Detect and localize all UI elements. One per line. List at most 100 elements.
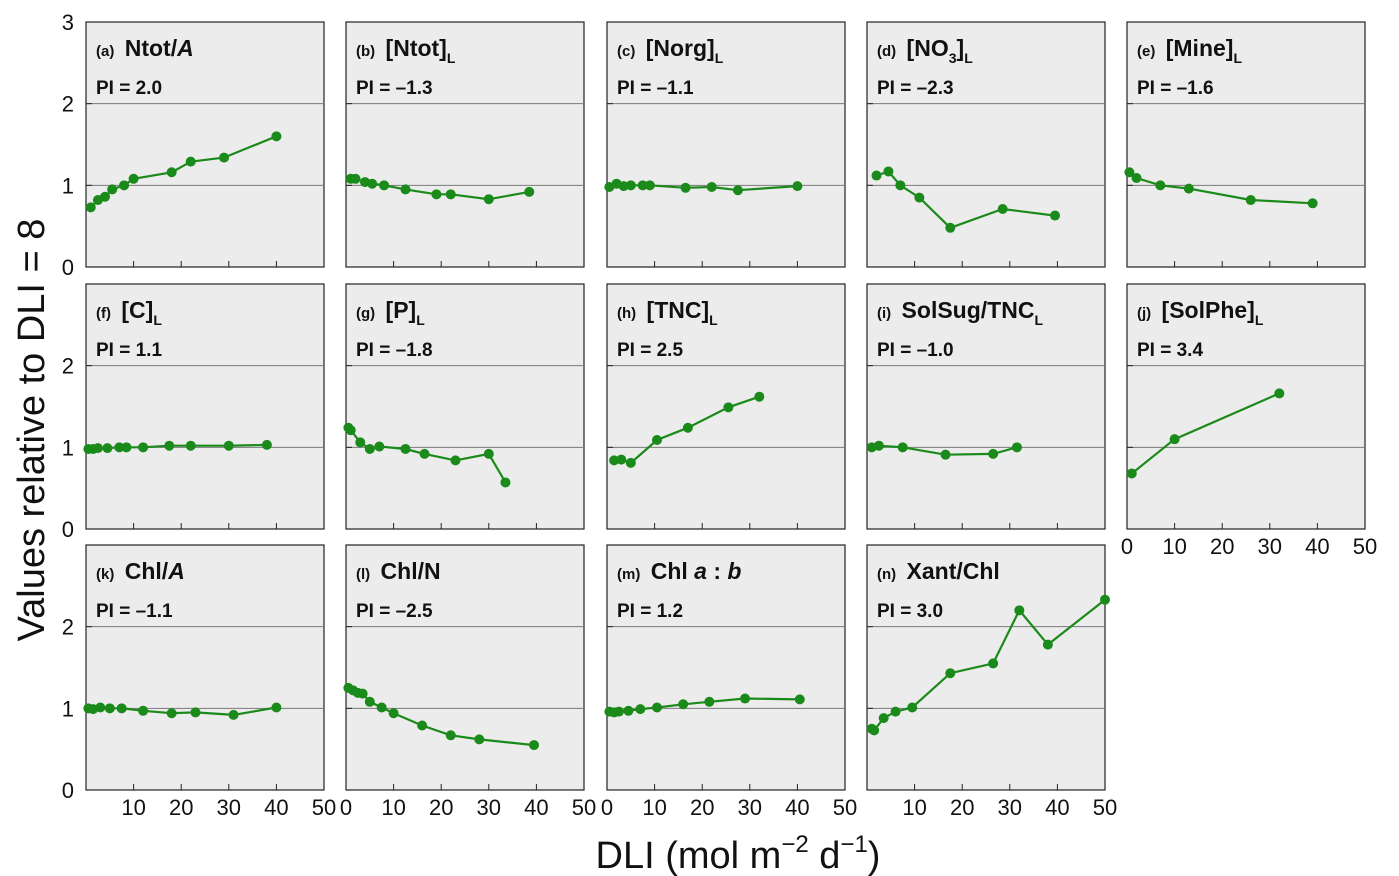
panel-title-subscript: L xyxy=(1255,312,1264,328)
data-point xyxy=(364,696,375,707)
data-point xyxy=(1155,180,1166,191)
panel-i: (i) SolSug/TNCL PI = –1.0 xyxy=(866,283,1106,530)
panel-k: (k) Chl/A PI = –1.1 xyxy=(83,544,325,791)
panel-letter: (k) xyxy=(96,566,114,583)
panel-title-text: [Norg] xyxy=(639,35,714,61)
data-point xyxy=(445,189,456,200)
x-tick-label: 30 xyxy=(738,795,762,820)
panel-j: (j) [SolPhe]L PI = 3.4 xyxy=(1126,283,1366,530)
y-tick-label: 2 xyxy=(62,615,74,640)
panel-title-subscript: L xyxy=(709,312,718,328)
x-tick-label: 20 xyxy=(1210,534,1234,559)
x-tick-label: 50 xyxy=(1093,795,1117,820)
panel-d: (d) [NO3]L PI = –2.3 xyxy=(866,21,1106,268)
panel-title: (l) Chl/N xyxy=(356,558,441,584)
data-point xyxy=(897,442,908,453)
x-tick-label: 40 xyxy=(264,795,288,820)
data-point xyxy=(379,180,390,191)
data-point xyxy=(100,191,111,202)
data-point xyxy=(988,658,999,669)
data-point xyxy=(1131,172,1142,183)
data-point xyxy=(988,448,999,459)
panel-background xyxy=(866,21,1106,268)
series-line xyxy=(347,426,507,483)
data-point xyxy=(166,167,177,178)
data-point xyxy=(871,170,882,181)
panel-title: (i) SolSug/TNCL xyxy=(877,297,1043,328)
panel-title-text: [C] xyxy=(115,297,153,323)
data-point xyxy=(219,152,230,163)
data-point xyxy=(625,457,636,468)
x-tick-label: 50 xyxy=(572,795,596,820)
data-point xyxy=(121,442,132,453)
x-tick-label: 50 xyxy=(312,795,336,820)
data-point xyxy=(623,705,634,716)
data-point xyxy=(644,180,655,191)
data-point xyxy=(704,696,715,707)
data-point xyxy=(890,706,901,717)
data-point xyxy=(185,440,196,451)
data-point xyxy=(1274,388,1285,399)
data-point xyxy=(616,454,627,465)
data-point xyxy=(431,189,442,200)
panel-pi: PI = –1.1 xyxy=(96,601,173,622)
panel-pi: PI = –1.3 xyxy=(356,78,433,99)
panel-title-text: [Mine] xyxy=(1159,35,1233,61)
panel-title-italic2: b xyxy=(727,558,741,584)
panel-pi: PI = 2.0 xyxy=(96,78,162,99)
data-point xyxy=(651,434,662,445)
data-point xyxy=(417,720,428,731)
panel-e: (e) [Mine]L PI = –1.6 xyxy=(1124,21,1366,268)
panel-pi: PI = –2.3 xyxy=(877,78,954,99)
x-tick-label: 10 xyxy=(121,795,145,820)
data-point xyxy=(104,703,115,714)
panel-pi: PI = –1.6 xyxy=(1137,78,1214,99)
panel-title: (n) Xant/Chl xyxy=(877,558,1000,584)
panel-a: (a) Ntot/A PI = 2.0 xyxy=(85,21,325,268)
panel-pi: PI = 3.4 xyxy=(1137,340,1203,361)
x-tick-label: 50 xyxy=(833,795,857,820)
panel-title-subscript: L xyxy=(153,312,162,328)
data-point xyxy=(164,440,175,451)
panel-title: (g) [P]L xyxy=(356,297,425,328)
panel-title-subscript: L xyxy=(715,50,724,66)
data-point xyxy=(107,184,118,195)
data-point xyxy=(1100,594,1110,605)
panel-pi: PI = 1.2 xyxy=(617,601,683,622)
panel-letter: (f) xyxy=(96,305,111,322)
x-axis-label-main: DLI (mol m xyxy=(596,835,782,876)
data-point xyxy=(940,449,951,460)
data-point xyxy=(1050,210,1061,221)
panel-title-italic: A xyxy=(176,35,194,61)
data-point xyxy=(792,181,803,192)
panel-letter: (g) xyxy=(356,305,375,322)
x-tick-label: 10 xyxy=(381,795,405,820)
panel-background xyxy=(606,21,846,268)
data-point xyxy=(483,448,494,459)
x-axis-label-exp2: −1 xyxy=(840,831,867,858)
panel-pi: PI = –1.0 xyxy=(877,340,954,361)
y-tick-label: 0 xyxy=(62,255,74,280)
panel-title-subscript: L xyxy=(447,50,456,66)
data-point xyxy=(706,181,717,192)
data-point xyxy=(1307,198,1318,209)
panel-title: (j) [SolPhe]L xyxy=(1137,297,1264,328)
data-point xyxy=(355,437,366,448)
panel-pi: PI = 1.1 xyxy=(96,340,162,361)
panel-letter: (a) xyxy=(96,43,114,60)
data-point xyxy=(625,180,636,191)
panel-title: (d) [NO3]L xyxy=(877,35,973,66)
x-axis-label-end: ) xyxy=(868,835,881,876)
data-point xyxy=(1014,605,1025,616)
panel-background xyxy=(866,544,1106,791)
data-point xyxy=(878,713,889,724)
x-tick-label: 40 xyxy=(524,795,548,820)
series-line xyxy=(350,177,530,201)
data-point xyxy=(367,178,378,189)
panel-letter: (m) xyxy=(617,566,640,583)
y-tick-label: 2 xyxy=(62,354,74,379)
panel-title-subscript: L xyxy=(1034,312,1043,328)
data-point xyxy=(223,440,234,451)
data-point xyxy=(740,693,751,704)
